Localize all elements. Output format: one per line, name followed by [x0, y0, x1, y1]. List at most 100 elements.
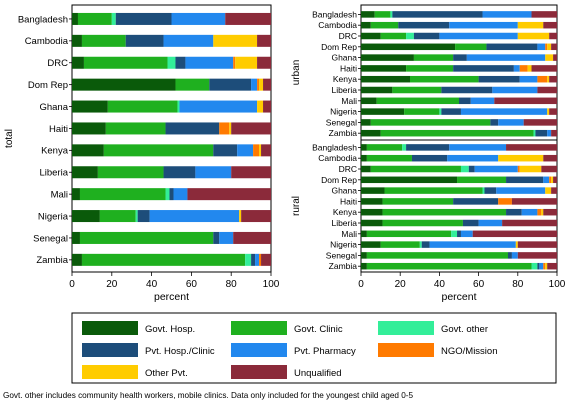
bar-segment-rural-govt_hosp [361, 230, 367, 238]
bar-segment-total-govt_hosp [72, 253, 82, 266]
bar-segment-urban-unqualified [523, 119, 557, 126]
bar-segment-rural-other_pvt [545, 187, 552, 194]
bar-segment-rural-govt_other [531, 262, 538, 270]
panel-label-rural: rural [291, 196, 302, 216]
bar-segment-rural-govt_hosp [361, 241, 381, 248]
legend-swatch-govt_hosp [82, 321, 138, 335]
x-tick-label-total: 40 [146, 279, 158, 290]
country-label-total: Zambia [36, 255, 68, 266]
bar-segment-urban-govt_clinic [380, 32, 407, 40]
country-label-total: Nigeria [38, 211, 69, 222]
bar-segment-rural-govt_clinic [366, 252, 508, 259]
x-tick-label-total: 60 [186, 279, 198, 290]
bar-segment-urban-unqualified [531, 11, 557, 18]
bar-segment-total-govt_hosp [72, 144, 104, 157]
bar-segment-total-ngo [253, 144, 260, 157]
country-label-rural: DRC [339, 164, 357, 174]
bar-segment-rural-govt_clinic [366, 230, 452, 238]
bar-segment-rural-pvt_hosp [406, 144, 450, 151]
bar-segment-rural-unqualified [506, 144, 557, 151]
bar-segment-rural-pvt_pharmacy [429, 241, 516, 248]
bar-segment-urban-govt_clinic [406, 65, 454, 72]
x-tick-label-total: 100 [263, 279, 280, 290]
bar-segment-rural-unqualified [472, 230, 557, 238]
footnote: Govt. other includes community health wo… [3, 391, 414, 400]
bar-segment-total-govt_clinic [83, 56, 168, 69]
legend-label-govt_other: Govt. other [441, 324, 488, 335]
bar-segment-rural-govt_clinic [382, 198, 454, 205]
bar-segment-urban-unqualified [551, 43, 557, 51]
bar-segment-total-pvt_pharmacy [173, 188, 188, 201]
bar-segment-total-govt_clinic [79, 188, 166, 201]
bar-segment-urban-pvt_pharmacy [470, 97, 495, 105]
country-label-total: Haiti [49, 124, 68, 135]
bar-segment-total-other_pvt [235, 56, 258, 69]
bar-segment-rural-pvt_hosp [453, 198, 499, 205]
x-axis-label-rural: percent [441, 291, 476, 303]
legend-swatch-other_pvt [82, 365, 138, 379]
bar-segment-urban-other_pvt [517, 32, 550, 40]
country-label-rural: Bangladesh [312, 142, 357, 152]
country-label-urban: Senegal [326, 117, 357, 127]
x-tick-label-rural: 20 [395, 279, 407, 290]
bar-segment-rural-pvt_hosp [537, 262, 540, 270]
bar-segment-urban-govt_clinic [370, 21, 399, 29]
bar-segment-total-govt_other [177, 100, 180, 113]
bar-segment-rural-govt_clinic [366, 262, 532, 270]
bar-segment-total-unqualified [257, 34, 271, 47]
bar-segment-rural-other_pvt [551, 176, 554, 184]
bar-segment-total-pvt_pharmacy [251, 78, 258, 91]
bar-segment-total-govt_other [165, 188, 170, 201]
bar-segment-total-govt_clinic [97, 166, 164, 179]
x-tick-label-rural: 80 [512, 279, 524, 290]
bar-segment-rural-govt_other [451, 230, 458, 238]
bar-segment-total-unqualified [261, 144, 271, 157]
bar-segment-total-unqualified [263, 100, 271, 113]
bar-segment-total-govt_hosp [72, 78, 176, 91]
country-label-total: Ghana [39, 102, 68, 113]
bar-segment-total-govt_other [245, 253, 252, 266]
bar-segment-total-govt_hosp [72, 210, 100, 223]
country-label-total: DRC [47, 58, 68, 69]
bar-segment-urban-pvt_hosp [441, 86, 493, 94]
country-label-total: Cambodia [25, 36, 69, 47]
bar-segment-urban-ngo [537, 75, 548, 83]
bar-segment-urban-pvt_hosp [441, 108, 461, 115]
bar-segment-rural-govt_clinic [457, 176, 507, 184]
country-label-total: Kenya [41, 146, 69, 157]
country-label-rural: Mali [341, 229, 357, 239]
bar-segment-total-govt_other [167, 56, 176, 69]
country-label-rural: Ghana [331, 186, 357, 196]
bar-segment-rural-govt_other [482, 187, 485, 194]
bar-segment-urban-govt_other [406, 32, 414, 40]
legend-label-govt_clinic: Govt. Clinic [294, 324, 343, 335]
bar-segment-urban-govt_hosp [361, 129, 381, 137]
bar-segment-total-unqualified [241, 210, 271, 223]
bar-segment-urban-pvt_pharmacy [460, 108, 548, 115]
bar-segment-rural-pvt_pharmacy [478, 219, 503, 227]
bar-segment-rural-pvt_hosp [506, 208, 522, 216]
bar-segment-rural-pvt_hosp [421, 241, 430, 248]
bar-segment-urban-pvt_pharmacy [547, 129, 552, 137]
bar-segment-urban-govt_hosp [361, 32, 381, 40]
bar-segment-urban-govt_hosp [361, 54, 414, 61]
country-label-urban: Kenya [333, 74, 357, 84]
bar-segment-rural-govt_clinic [382, 219, 463, 227]
bar-segment-rural-unqualified [511, 198, 557, 205]
bar-segment-total-pvt_pharmacy [255, 253, 260, 266]
bar-segment-rural-govt_hosp [361, 219, 383, 227]
bar-segment-total-govt_hosp [72, 12, 78, 25]
bar-segment-total-govt_clinic [105, 122, 166, 135]
legend-swatch-unqualified [231, 365, 287, 379]
bar-segment-total-ngo [233, 56, 236, 69]
bar-segment-rural-pvt_pharmacy [543, 176, 550, 184]
x-axis-label-total: percent [154, 291, 189, 303]
panel-frame-rural [360, 139, 558, 273]
x-tick-label-total: 20 [106, 279, 118, 290]
bar-segment-urban-pvt_pharmacy [498, 119, 524, 126]
bar-segment-total-govt_clinic [175, 78, 210, 91]
x-tick-label-rural: 60 [473, 279, 485, 290]
bar-segment-rural-pvt_hosp [457, 230, 461, 238]
bar-segment-urban-govt_clinic [404, 108, 440, 115]
